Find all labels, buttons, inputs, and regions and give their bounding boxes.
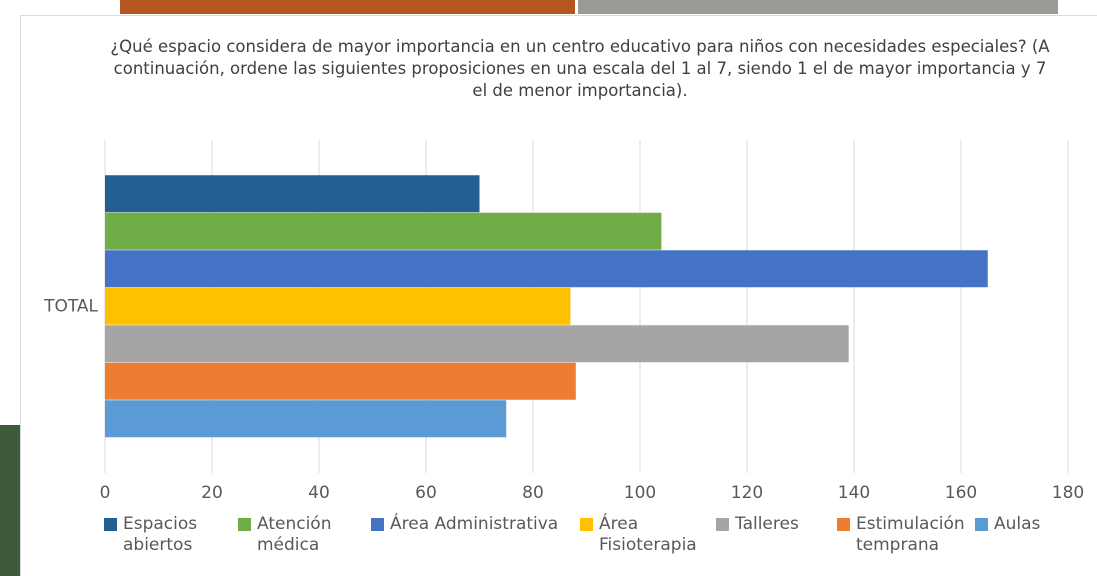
bar bbox=[105, 400, 506, 437]
legend-item: Espacios abiertos bbox=[104, 514, 232, 556]
x-tick-label: 20 bbox=[201, 483, 223, 503]
legend-label: Atención médica bbox=[257, 514, 365, 556]
x-tick-label: 140 bbox=[838, 483, 870, 503]
chart-title: ¿Qué espacio considera de mayor importan… bbox=[110, 36, 1050, 102]
bar bbox=[105, 325, 849, 362]
x-tick-label: 40 bbox=[308, 483, 330, 503]
legend-swatch bbox=[371, 518, 384, 531]
legend-swatch bbox=[837, 518, 850, 531]
bar bbox=[105, 288, 570, 325]
bar bbox=[105, 175, 480, 212]
y-tick-label: TOTAL bbox=[43, 297, 98, 317]
legend-item: Talleres bbox=[716, 514, 831, 556]
legend-swatch bbox=[104, 518, 117, 531]
legend-swatch bbox=[580, 518, 593, 531]
legend-item: Estimulación temprana bbox=[837, 514, 969, 556]
bar bbox=[105, 363, 576, 400]
x-tick-label: 60 bbox=[415, 483, 437, 503]
legend-label: Aulas bbox=[994, 514, 1040, 535]
photo bbox=[578, 0, 1058, 14]
legend-label: Talleres bbox=[735, 514, 799, 535]
photo bbox=[120, 0, 575, 14]
legend-label: Estimulación temprana bbox=[856, 514, 969, 556]
legend-swatch bbox=[238, 518, 251, 531]
x-tick-label: 80 bbox=[522, 483, 544, 503]
legend-item: Aulas bbox=[975, 514, 1085, 556]
x-tick-label: 0 bbox=[100, 483, 111, 503]
photo bbox=[0, 425, 20, 576]
bar bbox=[105, 213, 661, 250]
x-tick-label: 120 bbox=[731, 483, 763, 503]
page: 0 20 40 60 80 100 120 140 160 180 TOTAL ¿Qué espac… bbox=[0, 0, 1097, 576]
legend-swatch bbox=[716, 518, 729, 531]
legend-label: Área Administrativa bbox=[390, 514, 558, 535]
x-tick-label: 160 bbox=[945, 483, 977, 503]
legend-label: Área Fisioterapia bbox=[599, 514, 710, 556]
legend: Espacios abiertos Atención médica Área Adm… bbox=[104, 514, 1091, 556]
bar bbox=[105, 250, 988, 287]
legend-label: Espacios abiertos bbox=[123, 514, 232, 556]
legend-item: Área Fisioterapia bbox=[580, 514, 710, 556]
x-tick-label: 180 bbox=[1052, 483, 1084, 503]
legend-item: Área Administrativa bbox=[371, 514, 574, 556]
legend-item: Atención médica bbox=[238, 514, 365, 556]
x-tick-label: 100 bbox=[624, 483, 656, 503]
legend-swatch bbox=[975, 518, 988, 531]
